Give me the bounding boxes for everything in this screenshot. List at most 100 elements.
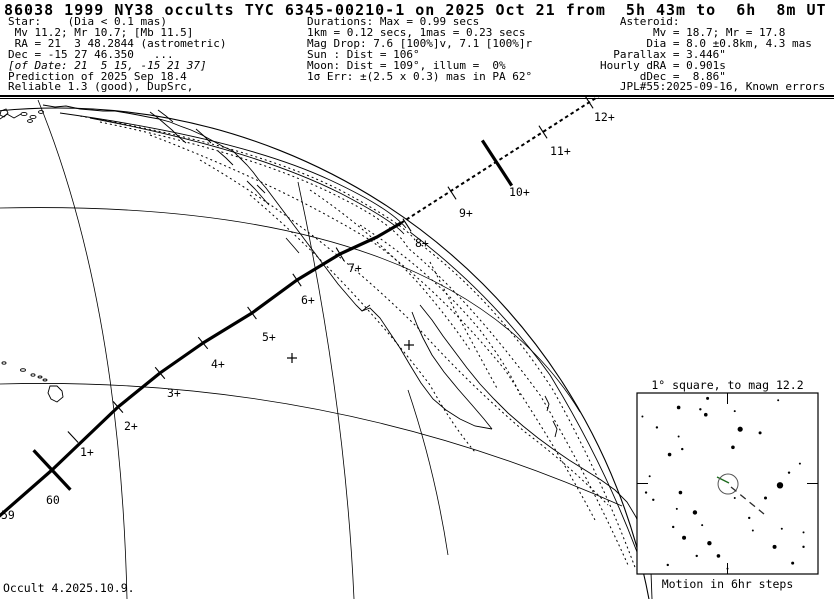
star-dot: [706, 396, 710, 400]
star-dot: [780, 527, 783, 530]
star-of-date: [of Date: 21 5 15, -15 21 37]: [8, 58, 207, 72]
minute-label: 1+: [80, 445, 94, 459]
header-divider-thick: [0, 95, 834, 97]
meridian-line: [37, 99, 128, 599]
minute-label: 5+: [262, 330, 276, 344]
minute-label: 11+: [550, 144, 571, 158]
error-limit-lines: [79, 115, 637, 571]
star-dot: [676, 405, 681, 410]
star-dot: [751, 529, 754, 532]
star-dot: [652, 498, 655, 501]
star-dot: [644, 491, 648, 494]
minute-label: 9+: [459, 206, 473, 220]
star-dot: [707, 541, 712, 546]
star-dot: [703, 412, 708, 417]
duration-details: Durations: Max = 0.99 secs 1km = 0.12 se…: [307, 15, 533, 83]
software-version-label: Occult 4.2025.10.9.: [3, 581, 135, 595]
star-dot: [716, 554, 721, 558]
coastline-mainland: [419, 304, 653, 599]
minute-tick: [584, 95, 594, 109]
star-dot: [667, 452, 672, 457]
star-dot: [701, 524, 704, 527]
minute-tick: [154, 366, 166, 380]
minute-label: 10+: [509, 185, 530, 199]
minute-label: 4+: [211, 357, 225, 371]
coastline: [0, 108, 9, 118]
minute-tick: [32, 449, 72, 491]
star-dot: [777, 399, 780, 402]
inset-box: [636, 392, 819, 575]
star-dot: [733, 496, 736, 499]
star-dot: [776, 482, 784, 489]
star-dot: [802, 545, 805, 549]
minute-tick: [538, 125, 548, 139]
minute-tick: [67, 431, 79, 443]
coastline-west-coast: [42, 104, 371, 312]
meridian-line: [407, 389, 449, 556]
inset-caption: Motion in 6hr steps: [662, 577, 794, 591]
star-dot: [726, 567, 729, 570]
header-divider-thin: [0, 98, 834, 99]
coastline-gulf-island: [552, 420, 558, 438]
coastline-islands: [285, 237, 300, 254]
star-dot: [737, 426, 743, 432]
star-dot: [699, 408, 702, 411]
star-dot: [681, 447, 684, 451]
minute-tick: [197, 336, 209, 350]
star-dot: [791, 561, 795, 565]
star-details: Star: (Dia < 0.1 mas) Mv 11.2; Mr 10.7; …: [8, 15, 227, 61]
minute-tick: [335, 247, 345, 261]
motion-vector-green-dash: [716, 476, 730, 484]
star-dot: [666, 563, 669, 567]
minute-tick: [480, 139, 514, 187]
latitude-line: [0, 383, 623, 507]
minute-label: 59: [1, 508, 15, 522]
star-dot: [655, 426, 659, 429]
coastline-fjords: [217, 150, 234, 166]
asteroid-column: Asteroid: Mv = 18.7; Mr = 17.8 Dia = 8.0…: [600, 15, 826, 94]
star-dot: [772, 544, 777, 549]
minute-label: 2+: [124, 419, 138, 433]
minute-label: 7+: [348, 261, 362, 275]
star-dot: [641, 415, 644, 418]
minute-label: 6+: [301, 293, 315, 307]
minute-label: 8+: [415, 236, 429, 250]
earth-limb: [0, 107, 650, 599]
coastline-islands: [246, 180, 270, 206]
coastline-baja-west: [361, 307, 493, 430]
asteroid-details: Asteroid: Mv = 18.7; Mr = 17.8 Dia = 8.0…: [600, 15, 826, 94]
star-dot: [758, 431, 762, 435]
star-dot: [677, 435, 680, 438]
star-dot: [672, 525, 675, 529]
minute-tick: [402, 218, 412, 232]
coastline-fjords: [195, 128, 212, 144]
latitude-line: [0, 207, 581, 413]
minute-tick: [292, 273, 302, 287]
star-dot: [695, 554, 698, 558]
star-dot: [748, 516, 751, 520]
star-dot: [731, 445, 735, 450]
durations-column: Durations: Max = 0.99 secs 1km = 0.12 se…: [307, 15, 533, 83]
prediction-details: Prediction of 2025 Sep 18.4 Reliable 1.3…: [8, 69, 194, 94]
occultation-path-beyond-limb: [400, 95, 600, 224]
star-dot: [678, 490, 683, 495]
coastline-fjords: [149, 111, 187, 144]
star-dot: [648, 475, 651, 478]
star-dot: [764, 496, 768, 500]
coastline-fjords: [157, 109, 174, 123]
minute-tick: [447, 186, 457, 200]
coastline-islands: [256, 184, 266, 194]
star-dot: [798, 462, 801, 465]
minute-label: 12+: [594, 110, 615, 124]
minute-label: 3+: [167, 386, 181, 400]
coastline-gulf-island: [544, 395, 550, 412]
path-edge-lines: [59, 112, 641, 561]
star-dot: [682, 535, 687, 540]
minute-ticks: 59 60 1+ 2+ 3+ 4+ 5+ 6+ 7+ 8+ 9+ 10+ 11+ 12+: [1, 95, 615, 522]
inset-star-chart: 1° square, to mag 12.2 Motion in 6hr step…: [636, 378, 819, 591]
prediction-title: 86038 1999 NY38 occults TYC 6345-00210-1…: [4, 1, 827, 19]
star-dot: [787, 471, 791, 474]
star-dot: [802, 531, 805, 534]
